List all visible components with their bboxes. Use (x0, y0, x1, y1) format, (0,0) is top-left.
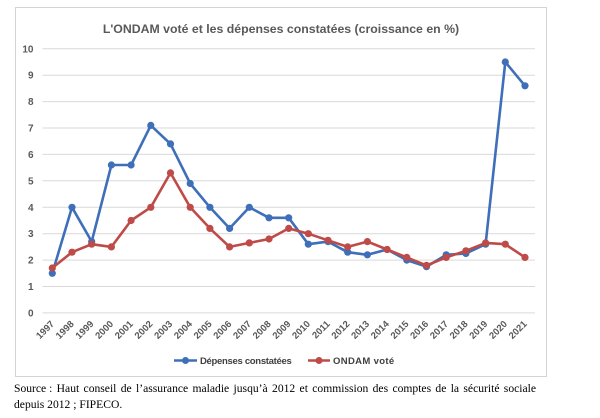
svg-text:7: 7 (28, 124, 34, 135)
svg-text:3: 3 (28, 229, 34, 240)
svg-text:0: 0 (28, 308, 34, 319)
svg-text:8: 8 (28, 97, 34, 108)
svg-text:2: 2 (28, 256, 34, 267)
svg-text:L'ONDAM voté et les dépenses c: L'ONDAM voté et les dépenses constatées … (103, 22, 459, 36)
svg-text:4: 4 (28, 203, 34, 214)
svg-text:9: 9 (28, 71, 34, 82)
svg-text:1: 1 (28, 282, 34, 293)
svg-text:10: 10 (22, 44, 34, 55)
svg-text:ONDAM voté: ONDAM voté (333, 356, 395, 367)
svg-text:5: 5 (28, 176, 34, 187)
svg-text:Dépenses constatées: Dépenses constatées (200, 356, 291, 367)
svg-text:6: 6 (28, 150, 34, 161)
